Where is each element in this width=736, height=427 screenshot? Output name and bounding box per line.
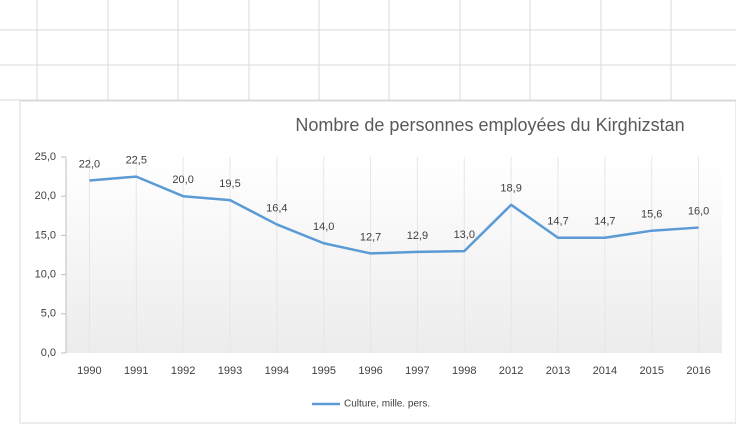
- x-tick-label: 2014: [593, 365, 617, 377]
- data-label: 18,9: [500, 183, 521, 195]
- chart-title: Nombre de personnes employées du Kirghiz…: [295, 115, 684, 135]
- data-label: 14,7: [547, 216, 568, 228]
- x-tick-label: 1994: [265, 365, 289, 377]
- x-tick-label: 1996: [358, 365, 382, 377]
- y-tick-label: 10,0: [35, 269, 56, 281]
- x-tick-label: 2016: [686, 365, 710, 377]
- series-line: [89, 175, 699, 255]
- plot-area: [66, 157, 722, 353]
- x-tick-label: 2012: [499, 365, 523, 377]
- x-tick-label: 1997: [405, 365, 429, 377]
- y-tick-label: 5,0: [41, 308, 56, 320]
- x-tick-label: 1991: [124, 365, 148, 377]
- data-label: 19,5: [219, 178, 240, 190]
- x-tick-label: 1995: [311, 365, 335, 377]
- data-label: 16,4: [266, 202, 287, 214]
- x-tick-label: 1990: [77, 365, 101, 377]
- data-label: 12,7: [360, 231, 381, 243]
- y-tick-label: 15,0: [35, 229, 56, 241]
- data-label: 20,0: [172, 174, 193, 186]
- data-label: 16,0: [688, 205, 709, 217]
- data-label: 22,0: [79, 158, 100, 170]
- x-tick-label: 2013: [546, 365, 570, 377]
- spreadsheet-grid: [0, 0, 736, 101]
- x-tick-label: 2015: [639, 365, 663, 377]
- legend-label: Culture, mille. pers.: [344, 399, 430, 410]
- x-tick-label: 1998: [452, 365, 476, 377]
- data-label: 14,0: [313, 221, 334, 233]
- data-label: 15,6: [641, 209, 662, 221]
- y-tick-label: 25,0: [35, 151, 56, 163]
- x-tick-label: 1992: [171, 365, 195, 377]
- data-label: 13,0: [454, 229, 475, 241]
- data-label: 22,5: [126, 155, 147, 167]
- y-tick-label: 0,0: [41, 347, 56, 359]
- data-label: 12,9: [407, 230, 428, 242]
- y-tick-label: 20,0: [35, 190, 56, 202]
- x-tick-label: 1993: [218, 365, 242, 377]
- data-label: 14,7: [594, 216, 615, 228]
